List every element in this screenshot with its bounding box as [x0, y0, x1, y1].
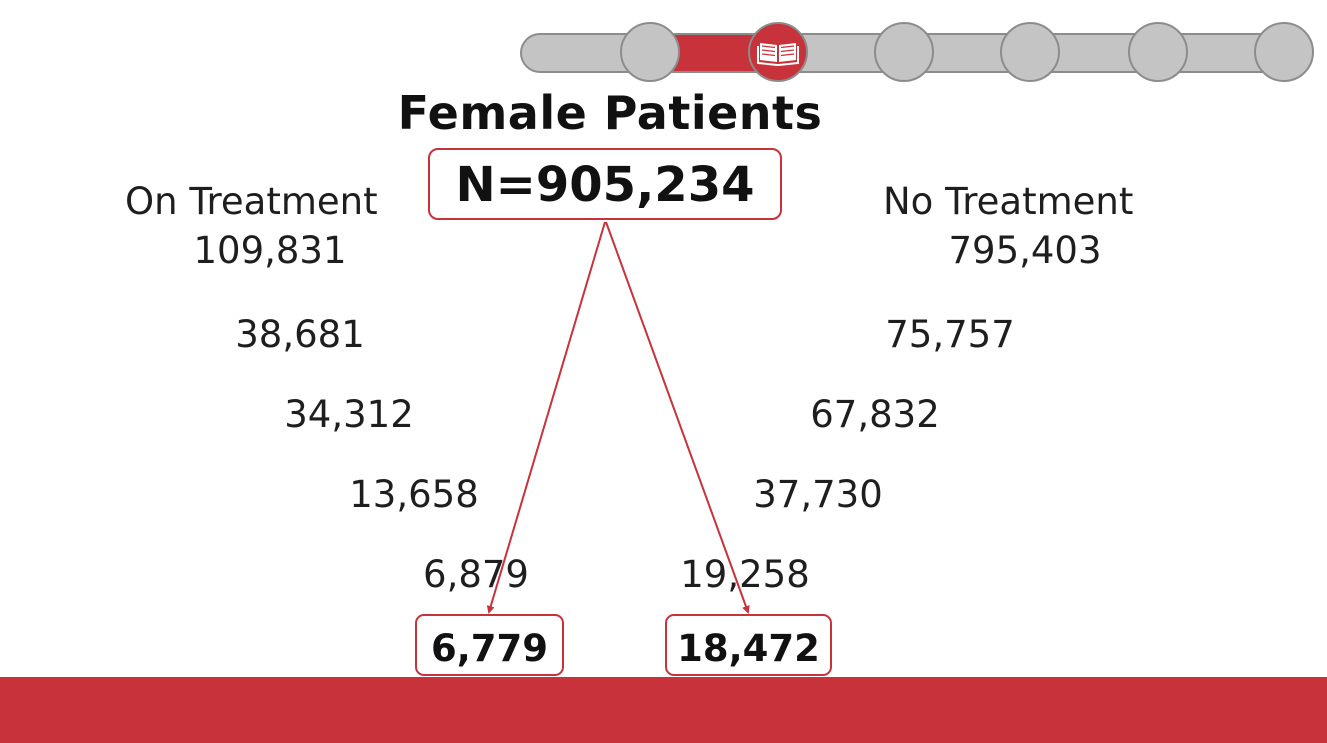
progress-nav	[0, 0, 1327, 90]
progress-step-1[interactable]	[620, 22, 680, 82]
no-treatment-label: No Treatment	[883, 180, 1134, 223]
no-treatment-value: 19,258	[680, 553, 810, 596]
on-treatment-label: On Treatment	[125, 180, 378, 223]
no-treatment-value: 37,730	[753, 473, 883, 516]
on-treatment-value: 38,681	[235, 313, 365, 356]
total-box: N=905,234	[428, 148, 782, 220]
progress-step-4[interactable]	[1000, 22, 1060, 82]
footer-bar	[0, 677, 1327, 743]
on-treatment-value: 13,658	[349, 473, 479, 516]
progress-step-3[interactable]	[874, 22, 934, 82]
no-treatment-value: 795,403	[948, 229, 1102, 272]
on-treatment-final-box: 6,779	[415, 614, 564, 676]
open-book-icon	[757, 43, 799, 66]
no-treatment-value: 75,757	[885, 313, 1015, 356]
no-treatment-final-box: 18,472	[665, 614, 832, 676]
no-treatment-value: 67,832	[810, 393, 940, 436]
progress-step-6[interactable]	[1254, 22, 1314, 82]
on-treatment-value: 6,879	[423, 553, 529, 596]
on-treatment-value: 109,831	[193, 229, 347, 272]
progress-step-5[interactable]	[1128, 22, 1188, 82]
on-treatment-value: 34,312	[284, 393, 414, 436]
diagram-title: Female Patients	[397, 86, 823, 140]
progress-step-2[interactable]	[748, 22, 808, 82]
